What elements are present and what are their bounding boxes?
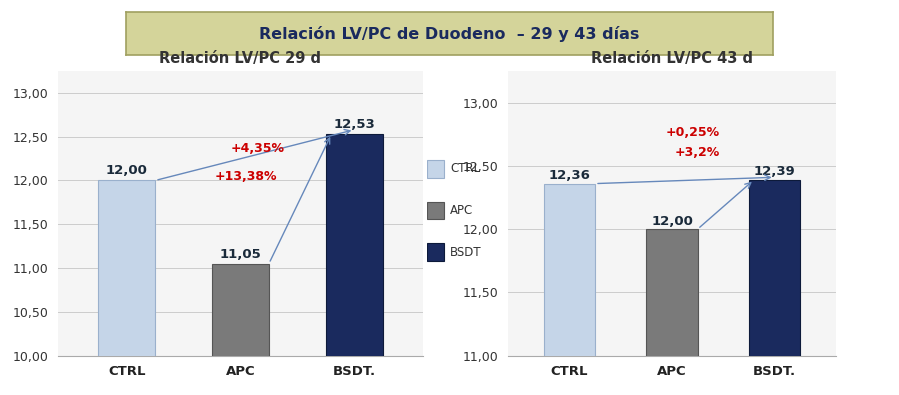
FancyBboxPatch shape <box>427 201 444 219</box>
Bar <box>646 229 698 395</box>
Text: 12,00: 12,00 <box>106 164 147 177</box>
Text: Relación LV/PC de Duodeno  – 29 y 43 días: Relación LV/PC de Duodeno – 29 y 43 días <box>259 26 640 41</box>
Title: Relación LV/PC 29 d: Relación LV/PC 29 d <box>159 51 322 66</box>
Title: Relación LV/PC 43 d: Relación LV/PC 43 d <box>591 51 753 66</box>
Text: CTRL: CTRL <box>450 162 480 175</box>
FancyBboxPatch shape <box>427 243 444 261</box>
Text: 12,39: 12,39 <box>753 165 796 178</box>
Text: BSDT: BSDT <box>450 246 482 259</box>
FancyBboxPatch shape <box>427 160 444 178</box>
Text: 11,05: 11,05 <box>219 248 262 261</box>
Text: APC: APC <box>450 204 473 217</box>
Text: +4,35%: +4,35% <box>230 143 285 156</box>
Bar <box>212 263 269 395</box>
Text: 12,00: 12,00 <box>651 214 693 228</box>
Bar <box>98 181 156 395</box>
Text: +3,2%: +3,2% <box>675 146 720 159</box>
Text: +0,25%: +0,25% <box>665 126 719 139</box>
Bar <box>544 184 595 395</box>
Text: +13,38%: +13,38% <box>215 171 278 184</box>
Text: 12,36: 12,36 <box>548 169 591 182</box>
Text: 12,53: 12,53 <box>334 118 375 131</box>
Bar <box>325 134 383 395</box>
Bar <box>749 180 800 395</box>
